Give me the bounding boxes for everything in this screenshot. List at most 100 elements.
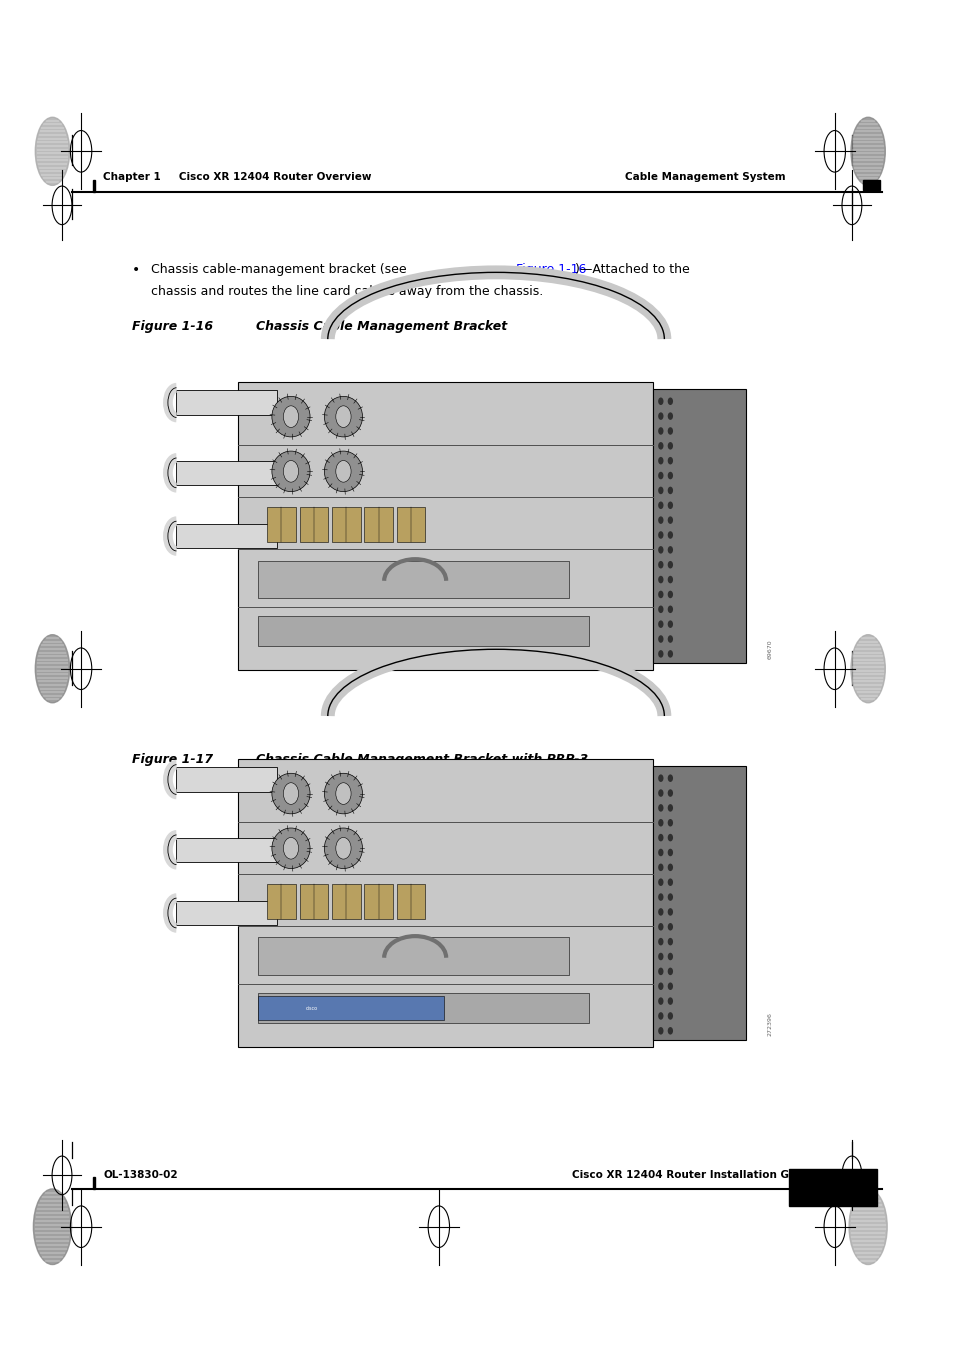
Circle shape (667, 546, 673, 554)
Text: Figure 1-16: Figure 1-16 (516, 263, 586, 277)
Bar (267, 884, 295, 919)
Bar (653, 766, 745, 1040)
Bar (257, 616, 589, 646)
Circle shape (658, 397, 663, 405)
Bar (176, 838, 276, 862)
Circle shape (283, 461, 298, 482)
Circle shape (667, 576, 673, 584)
Text: OL-13830-02: OL-13830-02 (103, 1170, 177, 1181)
Circle shape (658, 967, 663, 975)
Circle shape (335, 461, 351, 482)
Circle shape (658, 819, 663, 827)
Circle shape (667, 590, 673, 598)
Bar (176, 524, 276, 549)
Circle shape (335, 405, 351, 427)
Circle shape (658, 605, 663, 613)
Circle shape (658, 908, 663, 916)
Circle shape (667, 561, 673, 569)
Bar (299, 507, 328, 542)
Bar (332, 507, 360, 542)
Circle shape (667, 412, 673, 420)
Circle shape (667, 457, 673, 465)
Bar (238, 759, 653, 1047)
Bar (257, 996, 444, 1020)
Circle shape (667, 908, 673, 916)
Bar (176, 461, 276, 485)
Ellipse shape (272, 828, 310, 869)
Circle shape (667, 774, 673, 782)
Circle shape (667, 501, 673, 509)
Circle shape (667, 967, 673, 975)
Circle shape (658, 938, 663, 946)
Ellipse shape (850, 635, 884, 703)
Circle shape (658, 531, 663, 539)
Circle shape (658, 561, 663, 569)
Circle shape (658, 789, 663, 797)
Circle shape (658, 650, 663, 658)
Circle shape (658, 590, 663, 598)
Ellipse shape (272, 773, 310, 813)
Bar (299, 884, 328, 919)
Circle shape (667, 952, 673, 961)
Text: cisco: cisco (305, 1005, 317, 1011)
Circle shape (667, 834, 673, 842)
Circle shape (667, 442, 673, 450)
Circle shape (667, 982, 673, 990)
Circle shape (667, 863, 673, 871)
Ellipse shape (848, 1189, 886, 1265)
Circle shape (658, 546, 663, 554)
Circle shape (658, 576, 663, 584)
Circle shape (667, 397, 673, 405)
Circle shape (667, 635, 673, 643)
Circle shape (667, 893, 673, 901)
Circle shape (658, 620, 663, 628)
Circle shape (667, 650, 673, 658)
Ellipse shape (324, 451, 362, 492)
Ellipse shape (272, 396, 310, 436)
Circle shape (658, 442, 663, 450)
Circle shape (658, 952, 663, 961)
Text: Chapter 1     Cisco XR 12404 Router Overview: Chapter 1 Cisco XR 12404 Router Overview (103, 172, 371, 181)
Circle shape (667, 848, 673, 857)
Circle shape (667, 605, 673, 613)
Circle shape (283, 838, 298, 859)
Bar (92, 180, 95, 192)
Bar (862, 180, 879, 190)
Circle shape (667, 878, 673, 886)
Ellipse shape (35, 635, 70, 703)
Circle shape (658, 997, 663, 1005)
Circle shape (658, 804, 663, 812)
Bar (257, 561, 568, 598)
Circle shape (667, 427, 673, 435)
Bar (332, 884, 360, 919)
FancyBboxPatch shape (788, 1169, 876, 1206)
Circle shape (667, 1012, 673, 1020)
Text: 272396: 272396 (767, 1012, 772, 1036)
Text: 1-29: 1-29 (817, 1181, 847, 1194)
Circle shape (658, 848, 663, 857)
Circle shape (335, 782, 351, 804)
Bar (396, 884, 425, 919)
Circle shape (667, 471, 673, 480)
Text: Chassis Cable Management Bracket with PRP-3: Chassis Cable Management Bracket with PR… (255, 753, 587, 766)
Ellipse shape (272, 451, 310, 492)
Circle shape (658, 863, 663, 871)
Circle shape (658, 1012, 663, 1020)
Circle shape (658, 635, 663, 643)
Text: Chassis cable-management bracket (see: Chassis cable-management bracket (see (151, 263, 410, 277)
Circle shape (658, 427, 663, 435)
Circle shape (335, 838, 351, 859)
Text: •: • (132, 263, 140, 277)
Circle shape (658, 501, 663, 509)
Circle shape (667, 997, 673, 1005)
Circle shape (667, 620, 673, 628)
Circle shape (667, 486, 673, 494)
Text: chassis and routes the line card cables away from the chassis.: chassis and routes the line card cables … (151, 285, 542, 299)
Ellipse shape (33, 1189, 71, 1265)
Bar (176, 901, 276, 925)
Bar (257, 938, 568, 975)
Circle shape (283, 405, 298, 427)
Bar (257, 993, 589, 1023)
Bar (364, 884, 393, 919)
Circle shape (658, 982, 663, 990)
